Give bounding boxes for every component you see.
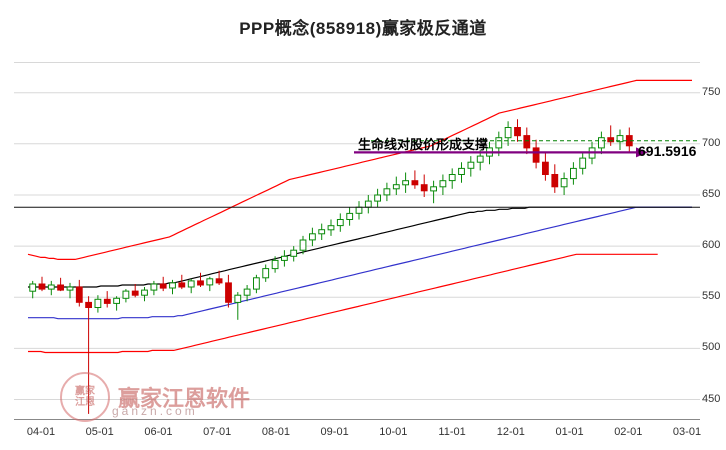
candle-body <box>616 135 624 143</box>
chart-annotation-text: 生命线对股价形成支撑 <box>358 137 489 153</box>
y-tick-label: 500 <box>702 341 721 354</box>
x-tick-label: 03-01 <box>672 426 702 438</box>
candle-body <box>570 167 577 180</box>
candle-body <box>169 282 176 289</box>
candle-body <box>336 219 344 227</box>
watermark: 赢家 江恩 赢家江恩软件 <box>60 372 250 422</box>
candle-body <box>532 147 540 163</box>
candle-body <box>551 174 559 188</box>
x-tick-label: 05-01 <box>85 426 114 438</box>
candle-body <box>514 127 521 137</box>
candle-body <box>141 289 148 296</box>
candle-body <box>243 288 251 296</box>
x-tick-label: 06-01 <box>144 426 173 438</box>
y-tick-label: 550 <box>702 290 721 303</box>
candle-body <box>29 283 37 292</box>
x-tick-label: 12-01 <box>496 426 525 438</box>
candle-body <box>178 282 186 288</box>
y-tick-label: 450 <box>702 392 721 405</box>
candle-body <box>495 137 503 149</box>
candle-body <box>85 301 92 308</box>
candle-body <box>103 298 111 304</box>
candle-body <box>430 186 438 192</box>
series-line-2 <box>28 206 692 320</box>
x-tick-label: 08-01 <box>261 426 290 438</box>
candle-body <box>38 283 46 290</box>
candle-body <box>197 280 204 286</box>
candle-body <box>448 174 456 182</box>
x-tick-label: 10-01 <box>379 426 408 438</box>
candle-body <box>476 155 484 163</box>
candle-body <box>234 294 242 303</box>
x-tick-label: 02-01 <box>614 426 643 438</box>
candle-body <box>327 225 335 231</box>
candle-body <box>225 282 232 303</box>
candle-body <box>374 194 382 202</box>
candle-body <box>47 284 55 290</box>
candle-body <box>75 286 83 303</box>
y-tick-label: 700 <box>702 136 721 149</box>
candle-body <box>281 255 288 261</box>
candle-body <box>542 161 549 175</box>
candle-body <box>420 184 428 192</box>
candle-body <box>467 161 475 169</box>
candle-body <box>57 284 65 291</box>
candle-body <box>271 259 279 270</box>
candle-body <box>113 297 120 304</box>
x-tick-label: 11-01 <box>438 426 466 438</box>
annotation-arrow-head <box>636 147 648 158</box>
candle-body <box>159 283 167 289</box>
candle-body <box>262 268 270 279</box>
y-tick-label: 750 <box>702 85 721 98</box>
y-tick-label: 650 <box>702 187 721 200</box>
candle-body <box>215 278 223 284</box>
candle-body <box>94 298 102 309</box>
candle-body <box>299 239 307 251</box>
x-tick-label: 04-01 <box>26 426 56 438</box>
candle-body <box>290 249 298 257</box>
candle-body <box>150 283 158 291</box>
candle-body <box>346 212 354 220</box>
x-tick-label: 01-01 <box>555 426 584 438</box>
x-tick-label: 09-01 <box>320 426 349 438</box>
chart-svg <box>14 62 700 420</box>
candle-body <box>131 290 139 296</box>
candle-body <box>66 286 74 291</box>
candle-body <box>504 127 512 139</box>
candle-body <box>523 135 531 149</box>
candle-body <box>392 184 400 190</box>
candle-body <box>253 277 260 290</box>
chart-plot-area <box>14 62 700 420</box>
candle-body <box>579 157 587 169</box>
candle-body <box>187 280 195 288</box>
candle-body <box>598 137 605 149</box>
page-title: PPP概念(858918)赢家极反通道 <box>239 19 487 38</box>
candle-body <box>355 206 363 214</box>
candle-body <box>607 137 615 143</box>
candle-body <box>122 290 130 299</box>
candle-body <box>383 188 391 196</box>
y-tick-label: 600 <box>702 239 721 252</box>
candle-body <box>318 229 326 235</box>
x-tick-label: 07-01 <box>203 426 232 438</box>
series-line-0 <box>27 79 692 260</box>
candle-body <box>206 278 214 286</box>
candle-body <box>402 180 410 186</box>
watermark-sub: ganzn.com <box>112 404 198 418</box>
candle-body <box>411 180 419 186</box>
watermark-seal-icon: 赢家 江恩 <box>60 372 110 422</box>
candle-body <box>560 178 568 188</box>
candle-body <box>439 180 447 188</box>
candle-body <box>309 233 316 241</box>
series-line-3 <box>28 253 658 354</box>
price-label: 691.5916 <box>638 143 697 160</box>
candle-body <box>364 200 372 208</box>
candle-body <box>458 167 465 176</box>
watermark-brand: 赢家江恩软件 <box>118 386 251 411</box>
